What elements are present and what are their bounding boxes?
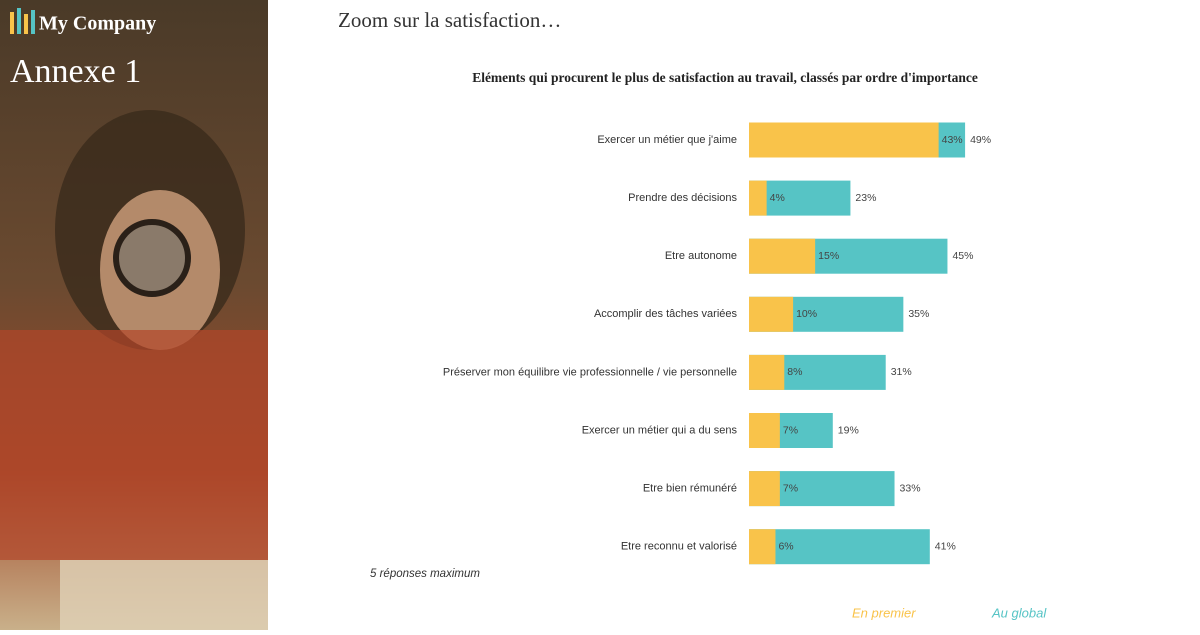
bar <box>749 122 939 158</box>
legend-entry: Au global <box>991 605 1047 620</box>
category-label: Etre reconnu et valorisé <box>621 541 737 553</box>
value-label: 4% <box>770 192 785 204</box>
category-label: Etre bien rémunéré <box>643 483 737 495</box>
value-label: 43% <box>942 134 963 146</box>
category-label: Prendre des décisions <box>628 192 737 204</box>
brand: My Company <box>39 13 156 35</box>
value-label: 45% <box>952 250 973 262</box>
chart-title: Eléments qui procurent le plus de satisf… <box>472 70 978 85</box>
category-label: Exercer un métier que j'aime <box>597 134 737 146</box>
value-label: 33% <box>900 482 921 494</box>
value-label: 15% <box>818 250 839 262</box>
bar <box>749 529 776 565</box>
bar <box>749 413 780 448</box>
value-label: 31% <box>891 366 912 378</box>
bar <box>749 296 794 332</box>
value-label: 49% <box>970 134 991 146</box>
category-label: Préserver mon équilibre vie professionne… <box>443 366 737 378</box>
bar <box>749 529 930 565</box>
category-label: Etre autonome <box>665 250 737 262</box>
value-label: 6% <box>778 540 793 552</box>
note: 5 réponses maximum <box>370 568 480 580</box>
photo-panel: My Company Annexe 1 <box>0 0 268 630</box>
value-label: 8% <box>787 366 802 378</box>
value-label: 35% <box>908 308 929 320</box>
value-label: 7% <box>783 424 798 436</box>
bar <box>749 180 767 216</box>
legend-entry: En premier <box>852 605 916 620</box>
bar <box>749 238 816 274</box>
value-label: 41% <box>935 540 956 552</box>
bar <box>749 354 785 390</box>
section-title: Annexe 1 <box>10 53 141 90</box>
category-label: Exercer un métier qui a du sens <box>582 424 738 436</box>
value-label: 19% <box>838 424 859 436</box>
value-label: 23% <box>855 192 876 204</box>
value-label: 10% <box>796 308 817 320</box>
category-label: Accomplir des tâches variées <box>594 308 738 320</box>
bar <box>749 471 780 507</box>
value-label: 7% <box>783 482 798 494</box>
slide-title: Zoom sur la satisfaction… <box>338 8 561 32</box>
